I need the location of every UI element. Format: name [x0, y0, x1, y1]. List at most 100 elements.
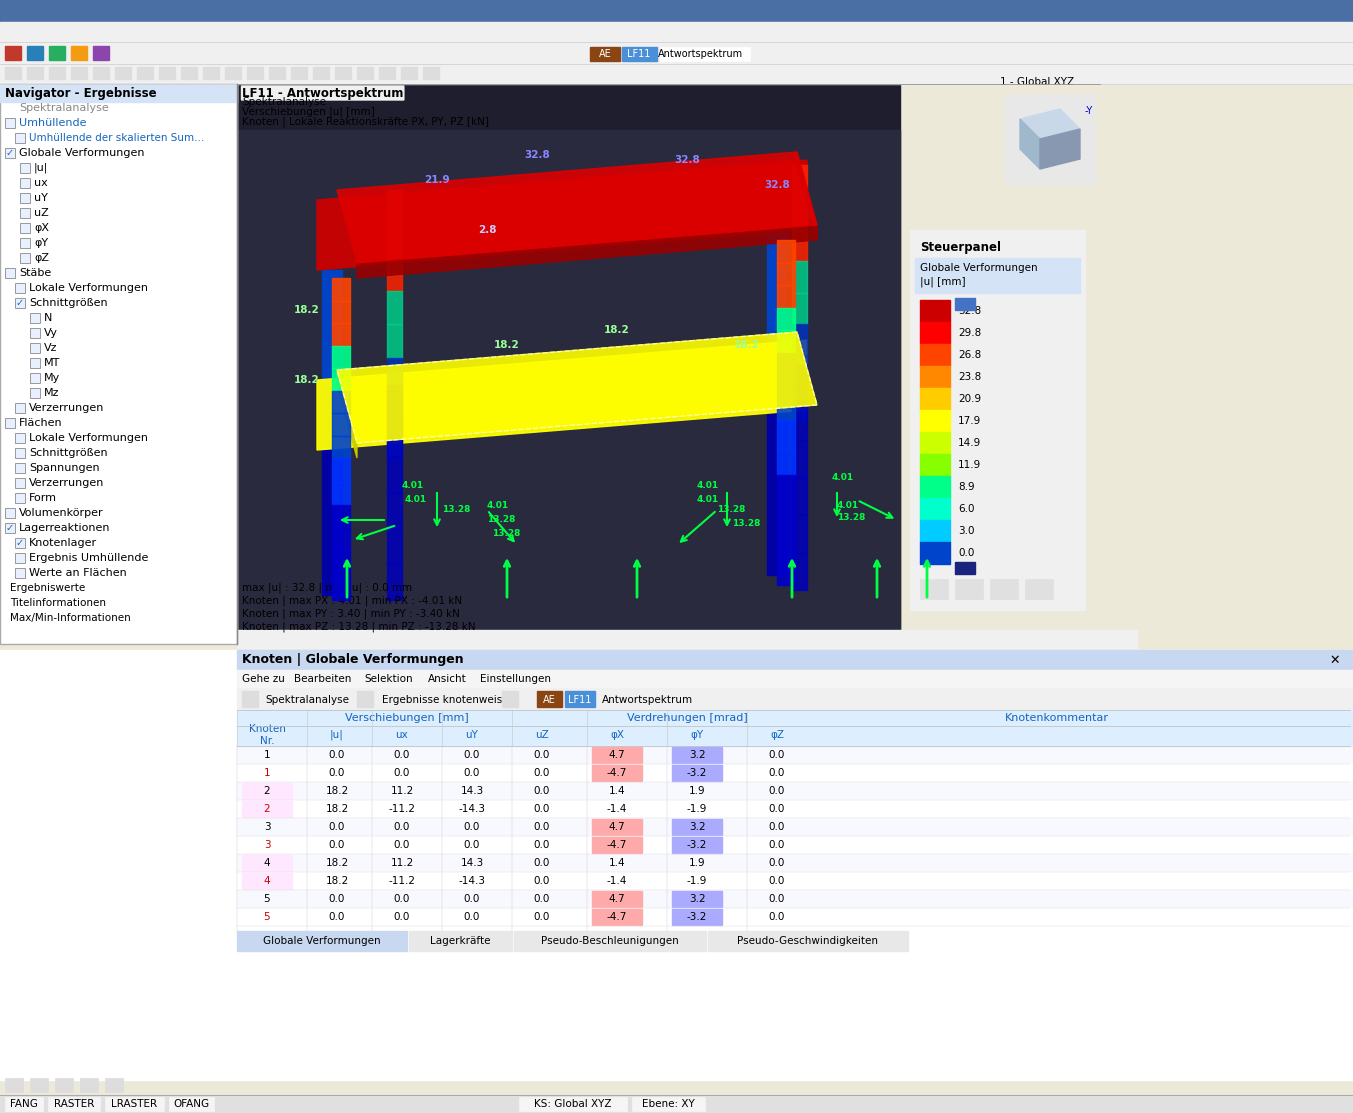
Text: -14.3: -14.3 [459, 876, 486, 886]
Text: -1.4: -1.4 [606, 876, 628, 886]
Bar [792, 403, 806, 440]
Text: 1: 1 [264, 750, 271, 760]
Bar [20, 162, 30, 173]
Bar [387, 357, 402, 391]
Bar [106, 1078, 123, 1092]
Polygon shape [797, 152, 817, 240]
Text: 3.2: 3.2 [689, 823, 705, 833]
Text: Werte an Flächen: Werte an Flächen [28, 568, 127, 578]
Bar [15, 449, 24, 459]
Text: φY: φY [34, 238, 49, 248]
Text: -4.7: -4.7 [606, 840, 628, 850]
Text: ✓: ✓ [5, 523, 14, 533]
Bar [920, 344, 950, 366]
Text: φZ: φZ [770, 730, 783, 740]
Text: Ergebniswerte: Ergebniswerte [9, 583, 85, 593]
Bar [237, 746, 1353, 764]
Bar [242, 873, 292, 889]
Bar [15, 493, 24, 503]
Bar [920, 366, 950, 388]
Text: ─: ─ [1292, 4, 1300, 18]
Text: 3: 3 [264, 823, 271, 833]
Text: 21.9: 21.9 [425, 175, 449, 185]
Bar [920, 542, 950, 564]
Bar [30, 313, 41, 323]
Text: 13.28: 13.28 [442, 505, 471, 514]
Text: -4.7: -4.7 [606, 912, 628, 922]
Bar [30, 313, 41, 323]
Bar [915, 258, 1080, 293]
Bar [20, 253, 30, 263]
Bar [387, 391, 402, 424]
Text: Antwortspektrum: Antwortspektrum [658, 49, 743, 59]
Bar [15, 298, 24, 308]
Bar [0, 650, 1353, 1080]
Text: φX: φX [34, 223, 49, 233]
Text: Form: Form [28, 493, 57, 503]
Bar [0, 1095, 1353, 1113]
Text: Optionen: Optionen [446, 27, 498, 37]
Text: Verschiebungen [mm]: Verschiebungen [mm] [345, 713, 469, 723]
Bar [15, 403, 24, 413]
Bar [777, 285, 796, 307]
Bar [15, 298, 24, 308]
Text: 13.28: 13.28 [492, 529, 521, 538]
Text: 1 - Global XYZ: 1 - Global XYZ [1000, 77, 1074, 87]
Text: 0.0: 0.0 [534, 768, 551, 778]
Bar [5, 46, 22, 60]
Bar [955, 579, 984, 599]
Text: Knoten | max PY : 3.40 | min PY : -3.40 kN: Knoten | max PY : 3.40 | min PY : -3.40 … [242, 609, 460, 619]
Bar [115, 67, 131, 79]
Bar [387, 456, 402, 492]
Text: Knotenkommentar: Knotenkommentar [1005, 713, 1109, 723]
Text: Bearbeiten: Bearbeiten [42, 27, 103, 37]
Text: 32.8: 32.8 [764, 180, 790, 190]
Text: 4: 4 [264, 858, 271, 868]
Text: Spektralanalyse: Spektralanalyse [242, 97, 326, 107]
Text: Datei: Datei [5, 27, 35, 37]
Bar [5, 268, 15, 278]
Text: 18.2: 18.2 [494, 339, 520, 349]
Bar [15, 283, 24, 293]
Bar [5, 523, 15, 533]
Bar [237, 764, 1353, 782]
Bar [514, 930, 706, 951]
Text: Fenster: Fenster [502, 27, 544, 37]
Bar [169, 1097, 214, 1111]
Text: 0.0: 0.0 [534, 750, 551, 760]
Text: 4.7: 4.7 [609, 823, 625, 833]
Bar [237, 908, 1353, 926]
Bar [792, 440, 806, 477]
Text: 0.0: 0.0 [769, 823, 785, 833]
Bar [49, 46, 65, 60]
Bar [622, 47, 658, 61]
Text: ✓: ✓ [5, 148, 14, 158]
Polygon shape [317, 160, 806, 270]
Text: 20.9: 20.9 [958, 394, 981, 404]
Bar [20, 178, 30, 188]
Bar [331, 529, 350, 553]
Text: 0.0: 0.0 [958, 548, 974, 558]
Bar [708, 930, 908, 951]
Bar [777, 240, 796, 263]
Text: Lagerreaktionen: Lagerreaktionen [19, 523, 111, 533]
Bar [15, 568, 24, 578]
Text: Spannungen: Spannungen [28, 463, 100, 473]
Bar [30, 328, 41, 338]
Text: 3: 3 [264, 840, 271, 850]
Bar [15, 477, 24, 487]
Bar [593, 747, 643, 764]
Bar [27, 46, 43, 60]
Text: Steuerpanel: Steuerpanel [920, 242, 1001, 255]
Text: MT: MT [45, 358, 61, 368]
Text: -3.2: -3.2 [687, 912, 708, 922]
Bar [237, 710, 1353, 746]
Bar [0, 0, 1353, 22]
Text: ux: ux [395, 730, 409, 740]
Bar [920, 579, 948, 599]
Bar [409, 930, 511, 951]
Bar [242, 784, 292, 799]
Bar [593, 909, 643, 925]
Text: Umhüllende der skalierten Sum...: Umhüllende der skalierten Sum... [28, 132, 204, 142]
Bar [777, 329, 796, 353]
